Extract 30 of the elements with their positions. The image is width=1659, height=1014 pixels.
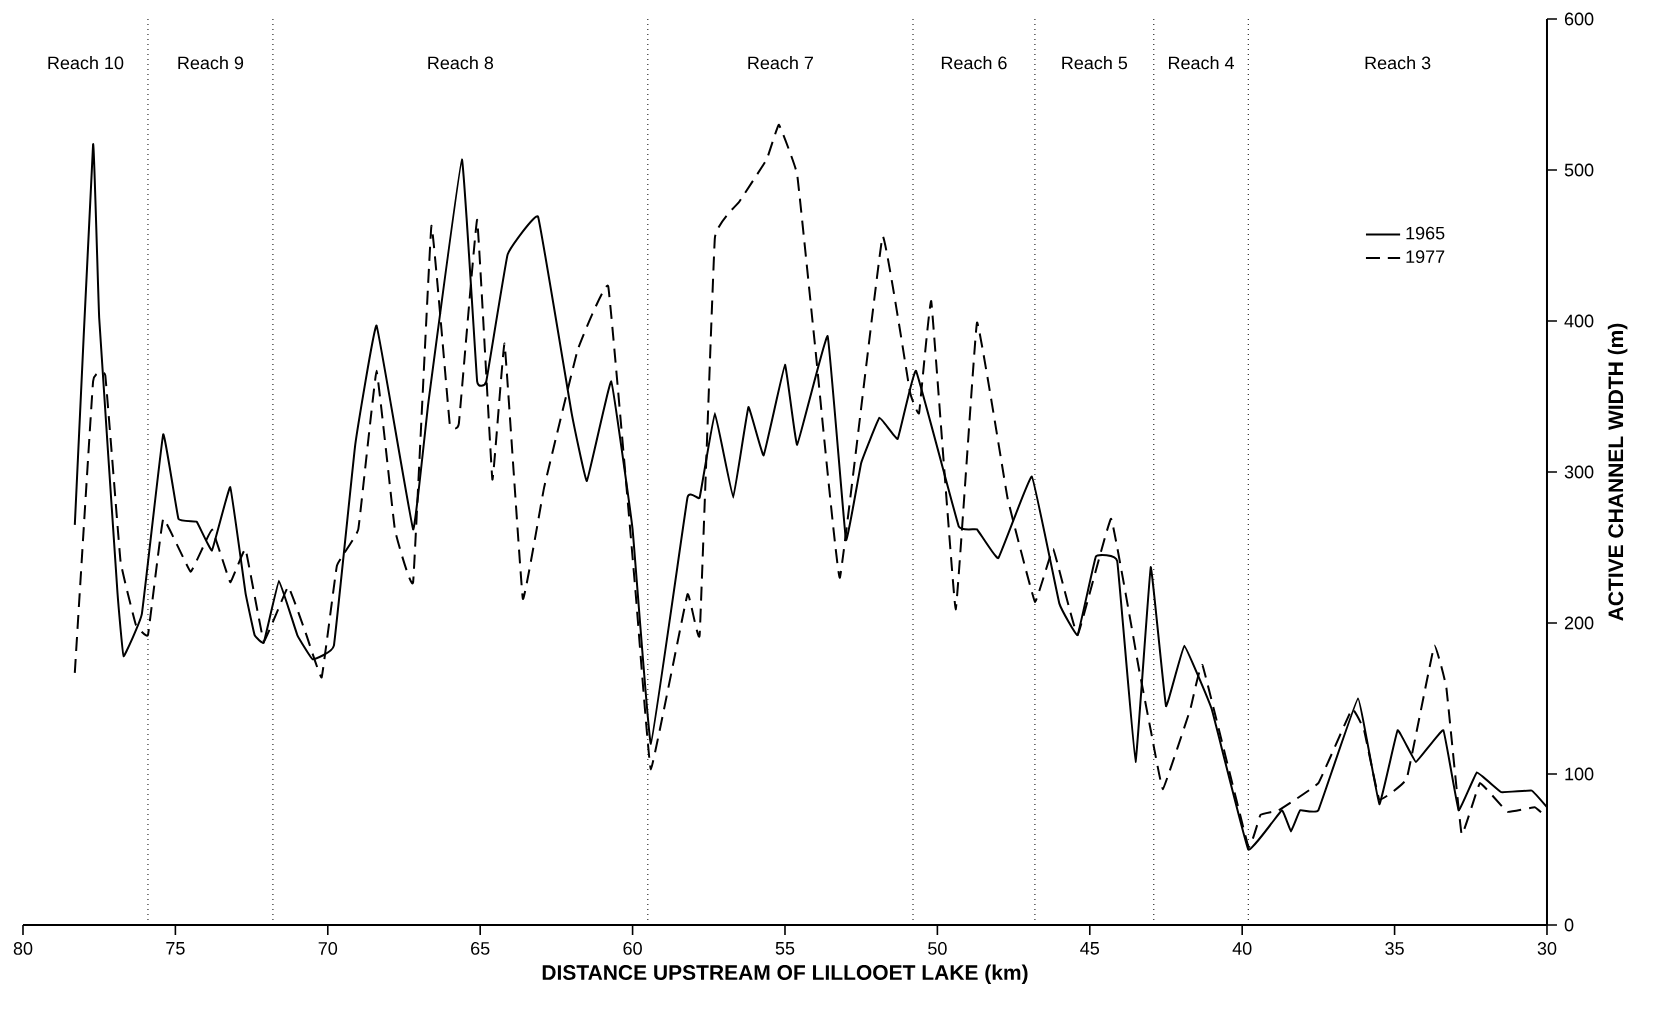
annotation: Reach 10	[48, 56, 124, 70]
x-tick-label: 70	[318, 942, 338, 955]
y-axis-title: ACTIVE CHANNEL WIDTH (m)	[1607, 323, 1628, 621]
x-tick-label: 60	[623, 942, 642, 955]
annotation: Reach 9	[178, 56, 244, 70]
y-tick-label: 200	[1564, 616, 1594, 630]
x-tick-label: 35	[1385, 942, 1404, 955]
x-tick-label: 80	[13, 942, 33, 955]
annotation: Reach 3	[1365, 56, 1431, 70]
y-tick-label: 600	[1564, 12, 1594, 26]
x-axis-title: DISTANCE UPSTREAM OF LILLOOET LAKE (km)	[542, 964, 1028, 985]
annotation: Reach 7	[748, 56, 813, 70]
annotation: Reach 5	[1062, 56, 1128, 70]
y-tick-label: 400	[1564, 314, 1594, 328]
x-tick-label: 65	[471, 942, 490, 955]
y-tick-label: 0	[1564, 918, 1574, 932]
annotation: Reach 8	[428, 56, 494, 70]
y-tick-label: 100	[1565, 767, 1594, 781]
y-tick-label: 300	[1564, 465, 1594, 479]
annotation: Reach 6	[941, 56, 1007, 70]
legend-label: 1965	[1406, 226, 1445, 240]
x-tick-label: 40	[1232, 942, 1252, 955]
legend-label: 1977	[1406, 250, 1445, 264]
x-tick-label: 55	[775, 942, 795, 955]
x-tick-label: 30	[1537, 942, 1557, 955]
x-tick-label: 50	[928, 942, 947, 955]
annotation: Reach 4	[1168, 56, 1234, 70]
y-tick-label: 500	[1564, 163, 1594, 177]
x-tick-label: 45	[1080, 942, 1100, 955]
x-tick-label: 75	[166, 942, 185, 955]
